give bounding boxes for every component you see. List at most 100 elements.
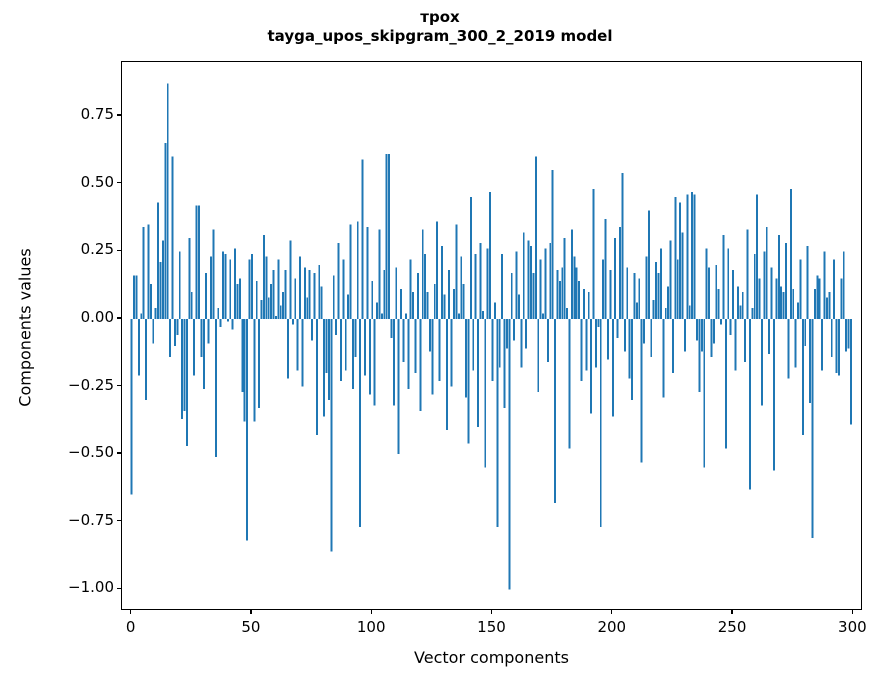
bar	[546, 318, 549, 363]
bar	[438, 318, 441, 382]
y-tick-label: −0.75	[68, 510, 114, 529]
y-axis-tick-labels: 0.75 0.50 0.25 0.00 −0.25 −0.50 −0.75 −1.00	[40, 0, 114, 696]
bar	[708, 267, 710, 319]
bar	[433, 283, 436, 319]
bar	[720, 318, 723, 325]
bar	[635, 302, 638, 319]
bar	[169, 318, 172, 357]
bar	[607, 318, 609, 360]
bar	[775, 278, 778, 319]
bar	[551, 170, 554, 319]
bar	[785, 243, 787, 319]
bar	[679, 202, 682, 319]
bar	[390, 318, 393, 338]
bar	[845, 318, 848, 352]
bar	[715, 264, 718, 319]
bar	[407, 318, 410, 390]
bar	[145, 318, 148, 401]
bar	[219, 318, 222, 328]
bar	[260, 299, 263, 319]
bar	[262, 235, 265, 319]
bar	[748, 318, 751, 490]
bar	[686, 194, 689, 319]
bar	[469, 197, 472, 319]
bar	[518, 294, 520, 319]
bar	[758, 278, 761, 319]
bar	[556, 270, 559, 319]
x-tick-mark	[129, 610, 132, 614]
bar	[236, 283, 239, 319]
bar	[539, 259, 542, 319]
bar	[325, 318, 328, 374]
bar	[474, 254, 477, 319]
y-tick-label: 0.50	[80, 172, 114, 191]
bar	[238, 278, 241, 319]
y-tick-mark	[117, 384, 121, 387]
x-tick-label: 0	[125, 618, 136, 636]
bar	[265, 256, 268, 319]
bar	[753, 254, 756, 319]
x-tick-mark	[370, 610, 372, 614]
bar	[833, 259, 836, 319]
bar	[503, 318, 506, 409]
bar	[712, 318, 715, 344]
bar	[453, 289, 455, 319]
bar-series	[130, 83, 852, 590]
bar	[527, 240, 530, 319]
bar	[395, 267, 398, 319]
bar	[631, 318, 633, 401]
bar	[368, 318, 371, 395]
y-tick-label: −1.00	[68, 578, 114, 597]
bar	[443, 294, 446, 319]
bar	[724, 318, 727, 449]
bar	[760, 318, 763, 406]
bar	[587, 291, 590, 319]
bar	[378, 229, 381, 319]
bar	[409, 259, 412, 319]
x-tick-label: 150	[477, 618, 506, 636]
bar	[287, 318, 289, 379]
bar	[186, 318, 188, 447]
bar	[243, 318, 246, 422]
bar	[491, 318, 494, 382]
bar	[481, 310, 484, 319]
bar	[566, 308, 569, 319]
bar	[580, 318, 583, 382]
bar	[371, 281, 374, 319]
bar	[373, 318, 376, 406]
chart-title-line-2: tayga_upos_skipgram_300_2_2019 model	[267, 26, 613, 45]
bar	[684, 318, 686, 352]
bar	[681, 232, 684, 319]
bar	[717, 289, 720, 319]
bar	[809, 318, 812, 403]
bar	[205, 272, 208, 319]
bar	[575, 267, 578, 319]
x-tick-mark	[731, 610, 733, 614]
bar	[578, 281, 581, 319]
bar	[279, 305, 282, 319]
bar	[339, 318, 342, 382]
bar	[311, 318, 314, 341]
bar	[765, 226, 768, 319]
bar	[460, 256, 463, 319]
bar	[842, 251, 845, 319]
y-tick-mark	[117, 249, 121, 251]
bar	[152, 318, 155, 344]
bar	[315, 318, 318, 436]
bar	[258, 318, 261, 409]
bar	[392, 318, 395, 406]
bar	[320, 286, 323, 319]
bar	[530, 245, 532, 319]
bar	[176, 318, 179, 336]
bar	[441, 245, 443, 319]
bar	[821, 318, 824, 371]
bar	[525, 318, 528, 349]
bar	[650, 318, 653, 357]
bar	[638, 278, 641, 319]
bar	[657, 272, 660, 319]
bar	[484, 318, 487, 468]
bar	[799, 259, 802, 319]
bar	[633, 272, 636, 319]
bar	[688, 305, 691, 319]
